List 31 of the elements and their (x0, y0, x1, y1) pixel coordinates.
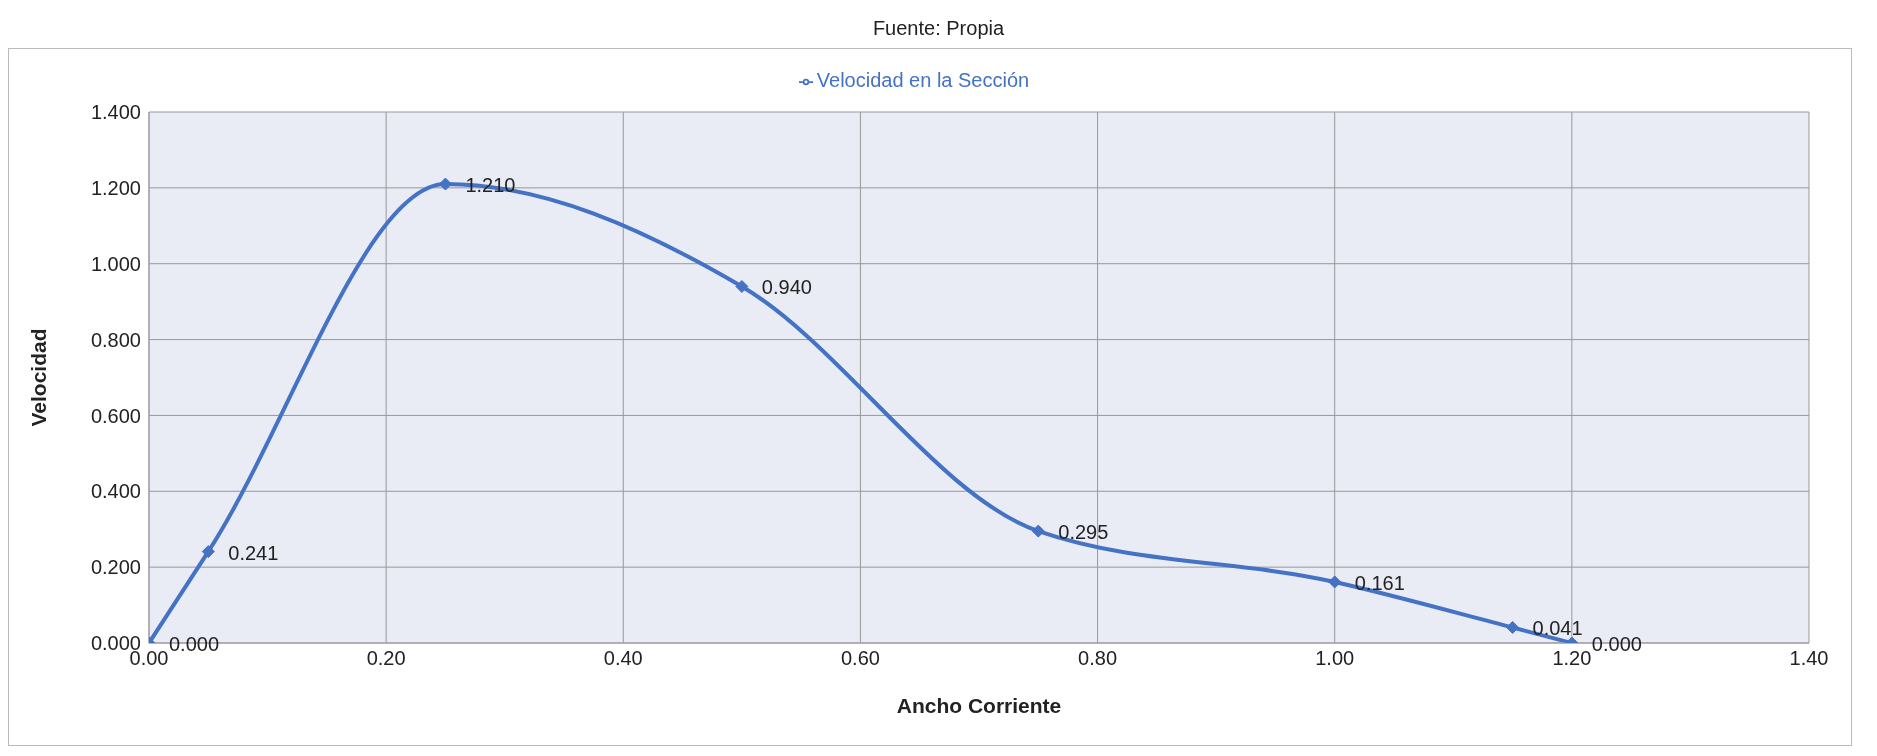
y-tick-label: 1.400 (90, 101, 141, 124)
y-tick-label: 0.400 (90, 480, 141, 503)
x-tick-label: 1.20 (1552, 647, 1592, 670)
x-tick-label: 0.60 (840, 647, 880, 670)
y-tick-label: 0.800 (90, 328, 141, 351)
data-label: 0.000 (1591, 633, 1642, 655)
x-axis-title: Ancho Corriente (896, 694, 1062, 717)
y-tick-label: 1.000 (90, 252, 141, 275)
point (1506, 620, 1520, 634)
point (438, 177, 452, 191)
point (1328, 575, 1342, 589)
y-tick-label: 0.200 (90, 556, 141, 579)
x-tick-label: 0.20 (366, 647, 406, 670)
y-axis-title: Velocidad (27, 328, 51, 427)
x-tick-label: 0.40 (603, 647, 643, 670)
source-note: Fuente: Propia (871, 16, 1006, 41)
y-tick-label: 0.600 (90, 404, 141, 427)
point (735, 279, 749, 293)
data-label: 0.295 (1058, 521, 1109, 544)
legend-label: Velocidad en la Sección (816, 69, 1030, 91)
point (1031, 524, 1045, 538)
data-label: 0.161 (1354, 571, 1405, 594)
data-label: 0.241 (228, 541, 279, 564)
y-tick-label: 1.200 (90, 176, 141, 199)
data-label: 0.940 (761, 276, 812, 299)
x-tick-label: 0.80 (1078, 647, 1118, 670)
x-tick-label: 1.00 (1315, 647, 1355, 670)
point (201, 545, 215, 559)
x-tick-label: 1.40 (1789, 647, 1829, 670)
data-label: 0.000 (169, 633, 220, 655)
data-label: 0.041 (1532, 617, 1583, 640)
